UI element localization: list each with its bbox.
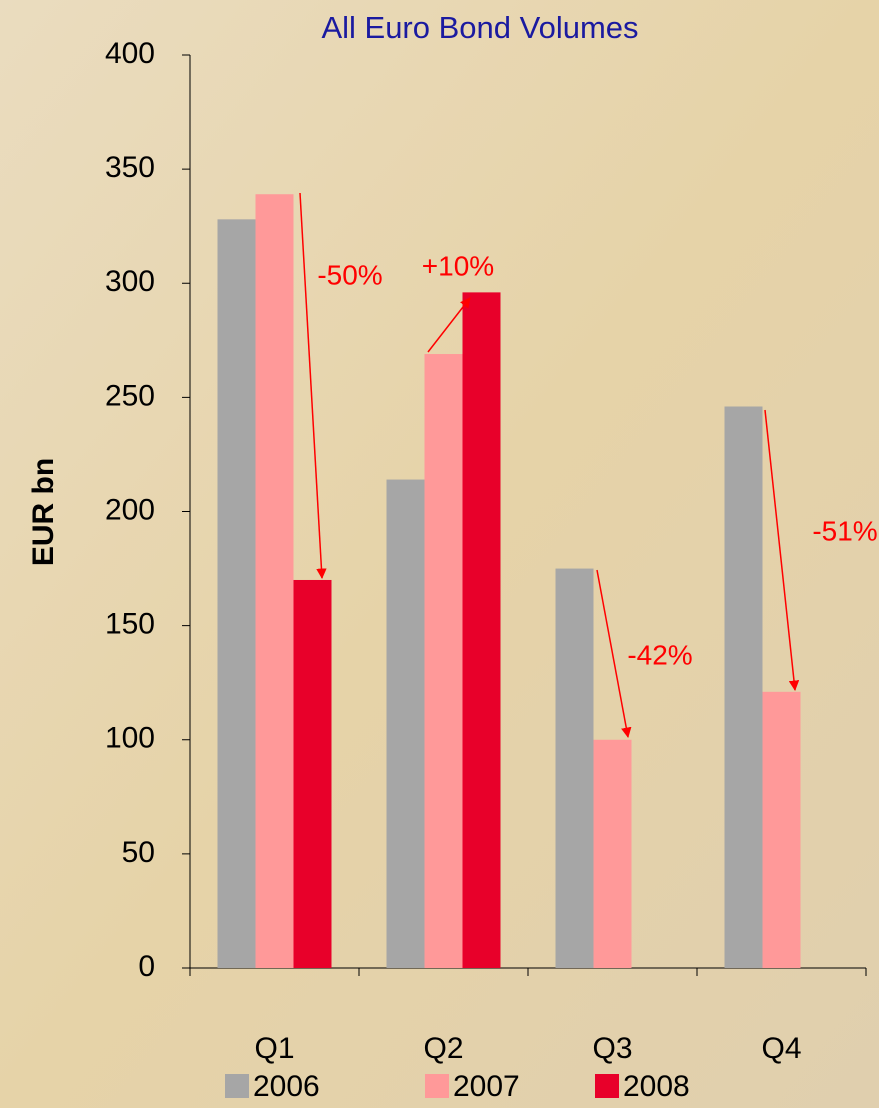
chart-title: All Euro Bond Volumes [321,10,638,45]
bar [593,739,632,968]
y-tick-label: 250 [105,379,155,412]
annotation-arrow [427,297,471,353]
annotation: -42% [627,639,692,670]
bar [724,406,763,968]
annotation-arrow [596,569,632,739]
bar [255,194,294,969]
bar [386,479,425,968]
x-tick-label: Q1 [254,1032,294,1065]
annotation: -50% [317,259,382,290]
bar [555,568,594,968]
bar [462,292,501,968]
annotation: -51% [812,515,877,546]
x-tick-label: Q2 [423,1032,463,1065]
x-tick-label: Q3 [592,1032,632,1065]
annotation-arrow [764,409,800,692]
y-tick-label: 350 [105,151,155,184]
legend-label: 2007 [453,1070,520,1103]
y-tick-label: 300 [105,265,155,298]
y-tick-label: 200 [105,493,155,526]
legend-swatch [225,1074,249,1098]
y-tick-label: 400 [105,37,155,70]
x-tick-label: Q4 [761,1032,801,1065]
bar [424,354,463,968]
y-tick-label: 100 [105,722,155,755]
legend-swatch [595,1074,619,1098]
y-tick-label: 150 [105,608,155,641]
legend-label: 2006 [253,1070,320,1103]
y-axis-label: EUR bn [27,458,60,566]
legend-swatch [425,1074,449,1098]
bar [293,579,332,968]
bar [762,691,801,968]
y-tick-label: 0 [138,950,155,983]
y-tick-label: 50 [122,836,155,869]
bar [217,219,256,969]
legend-label: 2008 [623,1070,690,1103]
annotation-arrow [299,192,327,580]
annotation: +10% [422,250,494,281]
